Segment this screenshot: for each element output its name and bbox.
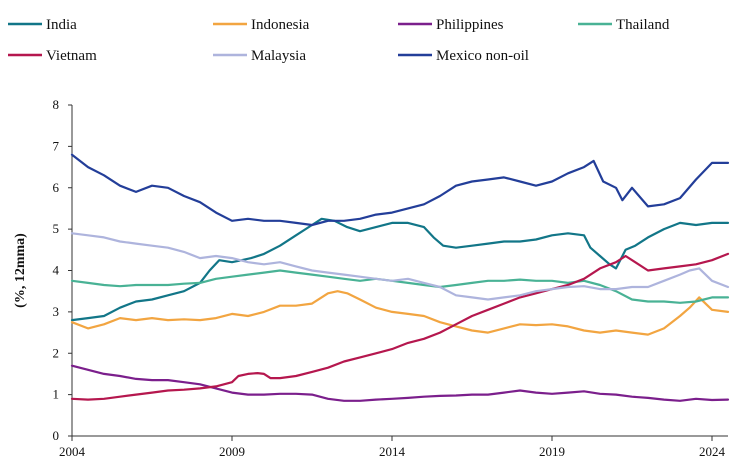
y-tick-label: 3 bbox=[53, 304, 60, 319]
x-tick-label: 2019 bbox=[539, 444, 565, 459]
legend-label-india: India bbox=[46, 17, 77, 33]
x-tick-label: 2009 bbox=[219, 444, 245, 459]
y-tick-label: 5 bbox=[53, 221, 60, 236]
legend-label-malaysia: Malaysia bbox=[251, 48, 306, 64]
legend-label-mexico-non-oil: Mexico non-oil bbox=[436, 48, 529, 64]
x-tick-label: 2014 bbox=[379, 444, 406, 459]
y-tick-label: 6 bbox=[53, 180, 60, 195]
legend-label-thailand: Thailand bbox=[616, 17, 670, 33]
y-axis-title: (%, 12mma) bbox=[13, 233, 28, 308]
legend-label-philippines: Philippines bbox=[436, 17, 504, 33]
y-tick-label: 7 bbox=[53, 138, 60, 153]
y-tick-label: 1 bbox=[53, 387, 60, 402]
legend-label-indonesia: Indonesia bbox=[251, 17, 310, 33]
series-line-thailand bbox=[70, 269, 730, 304]
y-tick-label: 4 bbox=[53, 263, 60, 278]
y-tick-label: 2 bbox=[53, 345, 60, 360]
x-tick-label: 2004 bbox=[59, 444, 86, 459]
series-line-philippines bbox=[70, 364, 730, 402]
x-tick-label: 2024 bbox=[699, 444, 726, 459]
y-tick-label: 8 bbox=[53, 97, 60, 112]
series-line-india bbox=[70, 217, 730, 322]
series-line-indonesia bbox=[70, 290, 730, 336]
series-line-malaysia bbox=[70, 232, 730, 301]
y-tick-label: 0 bbox=[53, 428, 60, 443]
series-line-mexico-non-oil bbox=[70, 153, 730, 227]
legend-label-vietnam: Vietnam bbox=[46, 48, 97, 64]
series-line-vietnam bbox=[70, 252, 730, 401]
